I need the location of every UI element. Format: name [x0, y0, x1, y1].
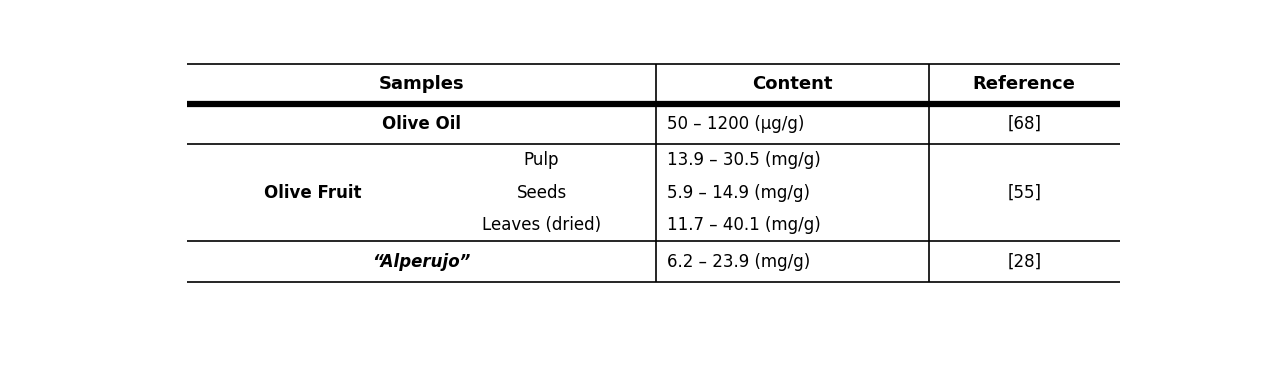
Text: [68]: [68] — [1007, 115, 1042, 133]
Text: [55]: [55] — [1007, 184, 1042, 202]
Text: “Alperujo”: “Alperujo” — [372, 252, 470, 270]
Text: 6.2 – 23.9 (mg/g): 6.2 – 23.9 (mg/g) — [667, 252, 811, 270]
Text: Olive Fruit: Olive Fruit — [264, 184, 362, 202]
Text: 50 – 1200 (μg/g): 50 – 1200 (μg/g) — [667, 115, 805, 133]
Text: Content: Content — [752, 75, 833, 93]
Text: Leaves (dried): Leaves (dried) — [482, 216, 601, 234]
Text: [28]: [28] — [1007, 252, 1042, 270]
Text: Pulp: Pulp — [524, 151, 560, 169]
Text: Seeds: Seeds — [516, 184, 566, 202]
Text: Samples: Samples — [379, 75, 464, 93]
Text: 5.9 – 14.9 (mg/g): 5.9 – 14.9 (mg/g) — [667, 184, 811, 202]
Text: Reference: Reference — [973, 75, 1076, 93]
Text: 13.9 – 30.5 (mg/g): 13.9 – 30.5 (mg/g) — [667, 151, 821, 169]
Text: Olive Oil: Olive Oil — [382, 115, 462, 133]
Text: 11.7 – 40.1 (mg/g): 11.7 – 40.1 (mg/g) — [667, 216, 821, 234]
